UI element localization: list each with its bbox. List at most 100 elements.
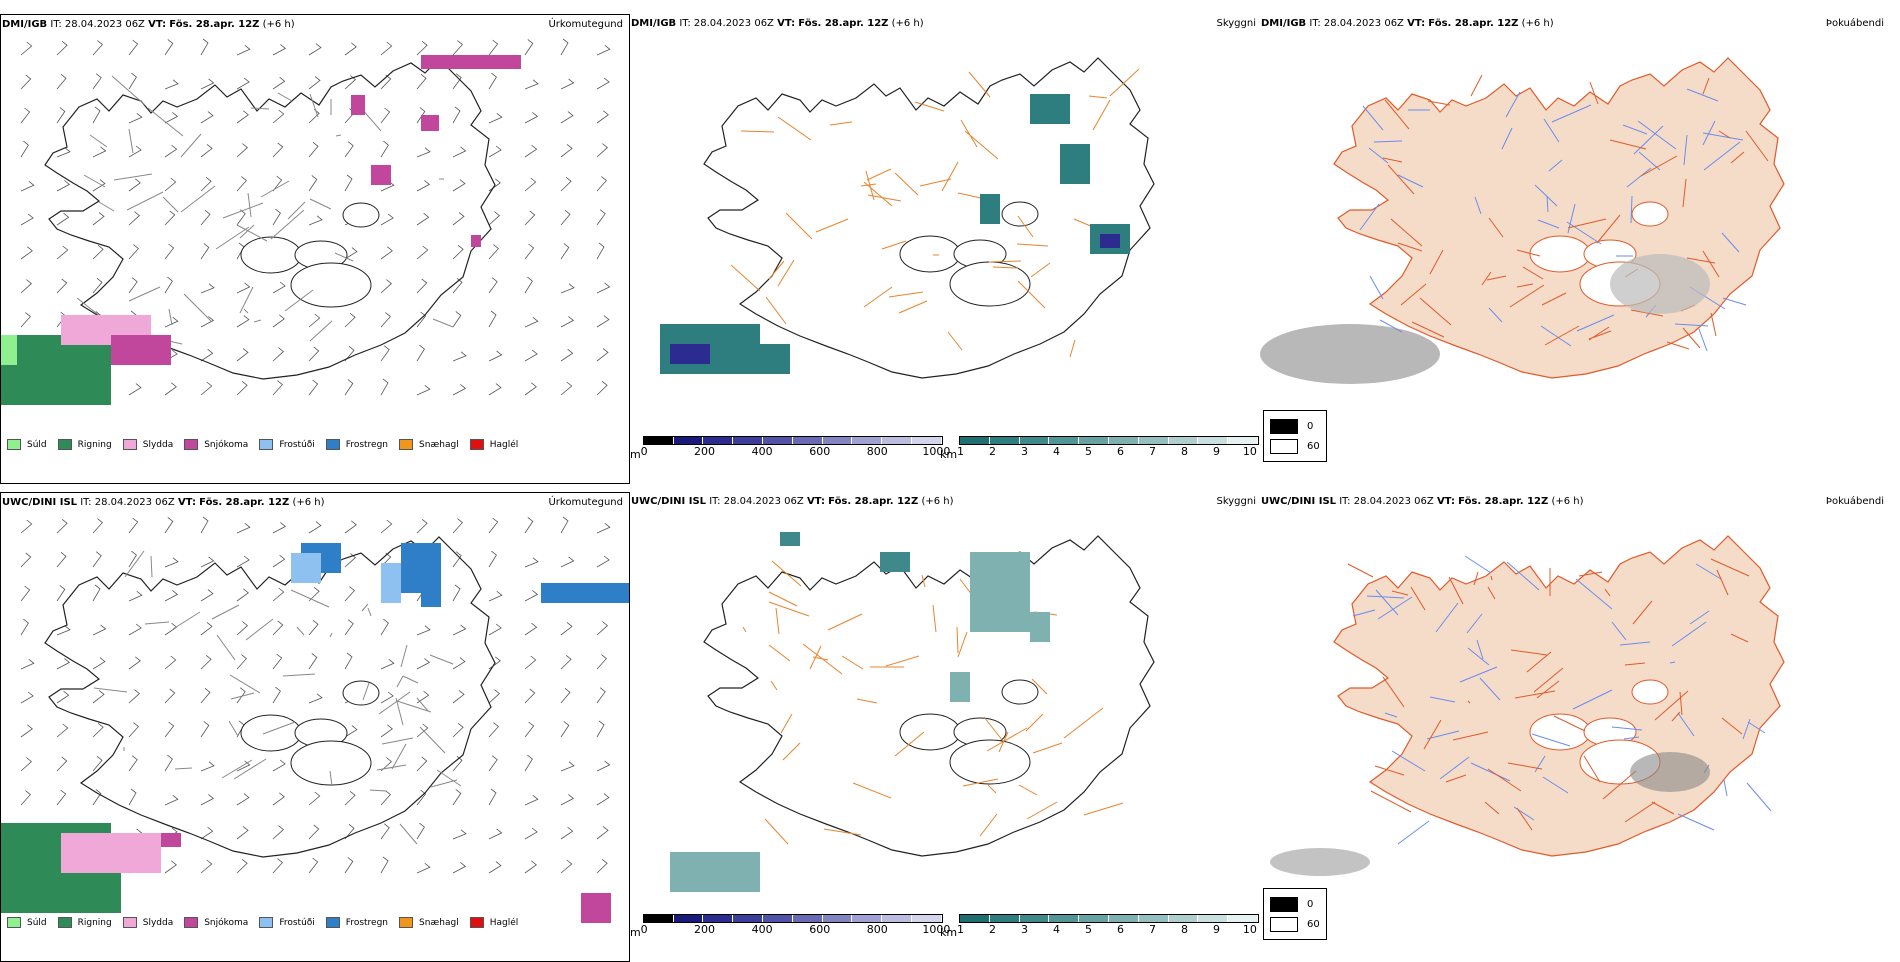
colorbar-step xyxy=(989,437,1020,444)
fog-legend: 0 60 xyxy=(1263,888,1327,940)
fog-swatch xyxy=(1270,896,1298,912)
colorbar-step xyxy=(882,437,912,444)
colorbar-tick: 3 xyxy=(1020,445,1028,458)
colorbar-tick: 1000 xyxy=(922,923,951,936)
very-low-visibility-area xyxy=(880,552,910,572)
colorbar-tick: 1000 xyxy=(922,445,951,458)
road-network xyxy=(742,560,1124,845)
colorbar-step xyxy=(1019,915,1050,922)
colorbar-tick: 4 xyxy=(1052,923,1060,936)
colorbar-tick: 2 xyxy=(988,445,996,458)
colorbar-step xyxy=(792,915,823,922)
panel-precip-type-dmi: DMI/IGB IT: 28.04.2023 06Z VT: Fös. 28.a… xyxy=(0,14,630,484)
low-visibility-area xyxy=(1030,612,1050,642)
colorbar-tick: 0 xyxy=(640,923,648,936)
low-visibility-area xyxy=(970,552,1030,632)
colorbar-tick: 9 xyxy=(1212,923,1220,936)
colorbar-step xyxy=(673,915,704,922)
legend-label: Rigning xyxy=(77,439,112,450)
colorbar-step xyxy=(762,915,793,922)
colorbar-step xyxy=(1168,915,1199,922)
legend-swatch xyxy=(325,917,340,928)
colorbar-tick: 10 xyxy=(1242,445,1257,458)
low-visibility-area xyxy=(1030,94,1070,124)
legend-swatch xyxy=(399,917,414,928)
colorbar-step xyxy=(643,915,674,922)
colorbar-tick: 200 xyxy=(694,923,716,936)
fog-legend-row: 60 xyxy=(1270,914,1320,934)
fog-legend: 0 60 xyxy=(1263,410,1327,462)
visibility-colorbar: km 1 2 3 4 5 6 7 8 9 10 xyxy=(940,436,1260,461)
legend-swatch xyxy=(122,917,137,928)
colorbar-tick: 1 xyxy=(956,445,964,458)
freezing-drizzle-area xyxy=(291,553,321,583)
colorbar-tick: 5 xyxy=(1084,923,1092,936)
colorbar-step xyxy=(1228,915,1259,922)
fog-map xyxy=(1260,57,1785,384)
colorbar-step xyxy=(1079,437,1110,444)
elevation-colorbar: m 0 200 400 600 800 1000 xyxy=(630,914,950,939)
colorbar-step xyxy=(1079,915,1110,922)
legend-label: Haglél xyxy=(489,439,519,450)
colorbar-step xyxy=(1168,437,1199,444)
legend-swatch xyxy=(122,439,137,450)
colorbar-step xyxy=(822,915,853,922)
colorbar-step xyxy=(1138,437,1169,444)
glacier-outline xyxy=(1001,201,1039,227)
freezing-rain-area xyxy=(401,543,441,593)
colorbar-tick: 800 xyxy=(866,923,888,936)
colorbar-tick: 10 xyxy=(1242,923,1257,936)
legend-label: Snjókoma xyxy=(204,439,249,450)
coastline xyxy=(1333,535,1785,857)
road-network xyxy=(1347,558,1750,831)
colorbar-unit: m xyxy=(630,448,641,461)
colorbar-step xyxy=(792,437,823,444)
legend-item: Snæhagl xyxy=(399,917,459,928)
legend-label: Súld xyxy=(27,917,47,928)
colorbar-step xyxy=(762,437,793,444)
colorbar-step xyxy=(673,437,704,444)
fog-area xyxy=(1270,848,1370,876)
colorbar-step xyxy=(822,437,853,444)
field-name: Skyggni xyxy=(1216,18,1256,29)
drizzle-area xyxy=(1,335,17,365)
legend-item: Slydda xyxy=(122,439,174,450)
legend-label: Rigning xyxy=(77,917,112,928)
colorbar-step xyxy=(1109,915,1139,922)
road-network xyxy=(730,68,1140,358)
panel-precip-type-uwc: UWC/DINI ISL IT: 28.04.2023 06Z VT: Fös.… xyxy=(0,492,630,962)
low-visibility-area xyxy=(950,672,970,702)
snow-area xyxy=(351,95,365,115)
legend-swatch xyxy=(469,917,484,928)
visibility-map xyxy=(670,532,1155,892)
wind-barbs xyxy=(20,38,611,396)
precip-legend: Súld Rigning Slydda Snjókoma Frostúði Frostre… xyxy=(7,439,529,450)
legend-label: Slydda xyxy=(142,439,174,450)
fog-area xyxy=(1610,254,1710,314)
snow-area xyxy=(111,335,171,365)
freezing-drizzle-area xyxy=(381,563,401,603)
glacier-outline xyxy=(342,202,380,228)
colorbar-step xyxy=(733,915,763,922)
precip-map xyxy=(1,516,629,923)
colorbar-tick: 600 xyxy=(809,923,831,936)
glacier-outline xyxy=(1631,679,1669,705)
road-network xyxy=(76,75,454,352)
legend-swatch xyxy=(259,439,274,450)
legend-item: Snjókoma xyxy=(184,917,248,928)
road-network xyxy=(1359,88,1747,352)
panel-header: DMI/IGB IT: 28.04.2023 06Z VT: Fös. 28.a… xyxy=(1261,18,1554,29)
fog-swatch xyxy=(1270,418,1298,434)
coastline xyxy=(703,535,1155,857)
fog-label: 60 xyxy=(1307,918,1320,930)
colorbar-step xyxy=(1198,437,1229,444)
colorbar-tick: 8 xyxy=(1180,923,1188,936)
colorbar-tick: 200 xyxy=(694,445,716,458)
legend-item: Snjókoma xyxy=(184,439,248,450)
snow-area xyxy=(421,55,521,69)
precip-map xyxy=(1,38,611,405)
colorbar-step xyxy=(852,915,883,922)
legend-item: Frostúði xyxy=(259,917,315,928)
colorbar-tick: 6 xyxy=(1116,445,1124,458)
glacier-outline xyxy=(949,261,1031,307)
